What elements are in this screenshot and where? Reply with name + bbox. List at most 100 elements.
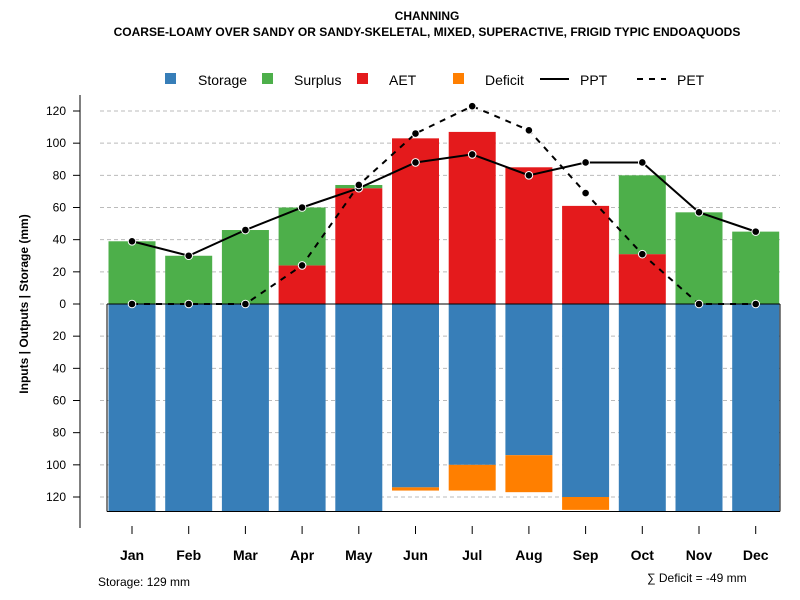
ppt-point [467, 150, 477, 159]
ppt-point [127, 236, 137, 246]
pet-point [241, 299, 250, 309]
deficit-bar [448, 464, 496, 491]
aet-bar [278, 265, 326, 304]
deficit-bar [505, 455, 553, 493]
x-tick-label: Jun [403, 547, 428, 563]
ppt-point [751, 227, 761, 236]
surplus-bar [732, 231, 780, 304]
ppt-point [411, 158, 420, 167]
pet-point [127, 299, 137, 309]
x-tick-label: Jan [120, 547, 144, 563]
pet-point [354, 180, 364, 190]
legend-label-surplus: Surplus [294, 72, 341, 88]
legend-label-deficit: Deficit [485, 72, 524, 88]
deficit-bar [562, 497, 610, 510]
x-tick-label: Apr [290, 547, 315, 563]
x-tick-label: Nov [686, 547, 713, 563]
ppt-point [297, 203, 307, 212]
pet-point [581, 188, 590, 198]
deficit-footnote: ∑ Deficit = -49 mm [647, 571, 747, 585]
storage-bar [562, 304, 610, 497]
legend-swatch-surplus [262, 73, 273, 84]
bars [106, 131, 781, 512]
y-tick-label: 40 [53, 361, 67, 375]
storage-bar [448, 304, 496, 465]
pet-point [751, 299, 761, 309]
pet-point [467, 101, 477, 111]
pet-point [638, 249, 647, 259]
y-tick-label: 40 [53, 233, 67, 247]
ppt-line [131, 153, 757, 257]
x-tick-label: May [345, 547, 372, 563]
surplus-bar [221, 230, 269, 304]
surplus-bar [278, 207, 326, 266]
x-tick-label: Sep [573, 547, 599, 563]
legend-label-ppt: PPT [580, 72, 608, 88]
storage-bar [505, 304, 553, 456]
y-tick-label: 60 [53, 201, 67, 215]
surplus-bar [108, 241, 156, 304]
ppt-point [638, 158, 647, 167]
legend-swatch-aet [357, 73, 368, 84]
y-tick-label: 20 [53, 265, 67, 279]
chart-subtitle: COARSE-LOAMY OVER SANDY OR SANDY-SKELETA… [114, 25, 741, 39]
aet-bar [335, 188, 383, 304]
aet-bar [505, 167, 553, 304]
storage-bar [278, 304, 326, 512]
pet-point [184, 299, 193, 309]
y-axis-label: Inputs | Outputs | Storage (mm) [17, 214, 31, 393]
ppt-point [524, 171, 534, 180]
storage-bar [675, 304, 723, 512]
y-tick-label: 120 [46, 490, 66, 504]
y-tick-label: 60 [53, 394, 67, 408]
ppt-point [184, 251, 193, 261]
x-tick-label: Feb [176, 547, 201, 563]
storage-bar [108, 304, 156, 512]
storage-bar [618, 304, 666, 512]
y-tick-label: 100 [46, 136, 66, 150]
x-tick-label: Oct [631, 547, 655, 563]
deficit-bar [392, 487, 439, 491]
aet-bar [562, 205, 610, 304]
ppt-point [581, 158, 590, 167]
x-tick-label: Aug [515, 547, 542, 563]
x-tick-label: Dec [743, 547, 769, 563]
x-tick-label: Jul [462, 547, 482, 563]
y-axis-ticks: 120 100 80 60 40 20 0 20 40 60 80 100 120 [46, 104, 80, 504]
chart-title: CHANNING [395, 9, 460, 23]
y-tick-label: 20 [53, 329, 67, 343]
legend: Storage Surplus AET Deficit PPT PET [165, 72, 705, 88]
legend-swatch-deficit [453, 73, 464, 84]
aet-bar [618, 254, 666, 304]
legend-swatch-storage [165, 73, 176, 84]
legend-label-pet: PET [677, 72, 705, 88]
y-tick-label: 120 [46, 104, 66, 118]
legend-label-storage: Storage [198, 72, 247, 88]
storage-bar [335, 304, 383, 512]
storage-bar [732, 304, 780, 512]
storage-bar [165, 304, 213, 512]
x-axis-ticks: Jan Feb Mar Apr May Jun Jul Aug Sep Oct Nov Dec [120, 526, 769, 563]
x-tick-label: Mar [233, 547, 258, 563]
pet-point [297, 261, 307, 270]
y-tick-label: 80 [53, 168, 67, 182]
ppt-point [694, 208, 704, 217]
storage-footnote: Storage: 129 mm [98, 575, 190, 589]
surplus-bar [618, 175, 666, 255]
pet-point [411, 129, 420, 138]
ppt-point [241, 225, 250, 235]
pet-point [694, 299, 704, 309]
series-points [127, 101, 761, 309]
surplus-bar [165, 255, 213, 304]
storage-bar [392, 304, 439, 488]
storage-bar [221, 304, 269, 512]
surplus-bar [675, 212, 723, 304]
gridlines [100, 110, 780, 498]
pet-point [524, 126, 534, 135]
y-tick-label: 100 [46, 458, 66, 472]
legend-label-aet: AET [389, 72, 417, 88]
series-lines [131, 105, 757, 305]
y-tick-label: 0 [59, 297, 66, 311]
y-tick-label: 80 [53, 426, 67, 440]
pet-line [132, 105, 756, 305]
